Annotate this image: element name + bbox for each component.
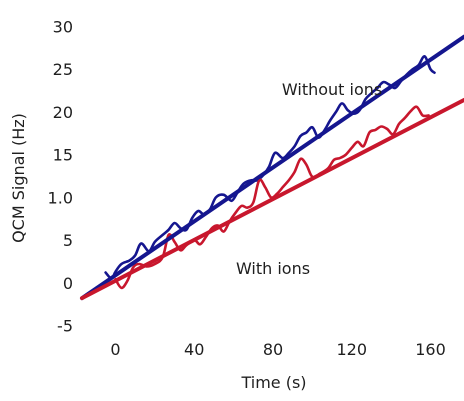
annotation-label: Without ions <box>282 80 382 99</box>
y-tick-label: 25 <box>53 60 73 79</box>
y-axis-title: QCM Signal (Hz) <box>9 113 28 243</box>
annotation-label: With ions <box>236 259 310 278</box>
y-tick-label: -5 <box>57 316 73 335</box>
x-axis-title: Time (s) <box>240 373 306 392</box>
x-tick-label: 160 <box>415 340 446 359</box>
y-tick-label: 1.0 <box>48 188 73 207</box>
x-tick-label: 80 <box>263 340 283 359</box>
x-tick-label: 40 <box>184 340 204 359</box>
y-tick-label: 0 <box>63 274 73 293</box>
plot-area <box>80 34 464 301</box>
annotations: Without ions With ions <box>236 80 382 278</box>
y-tick-label: 5 <box>63 231 73 250</box>
x-tick-label: 120 <box>336 340 367 359</box>
y-tick-label: 30 <box>53 18 73 37</box>
series-fit-line <box>80 97 464 301</box>
tick-labels: -5 0 5 1.0 15 20 25 30 0 40 80 120 160 <box>48 18 446 359</box>
series-fit-line <box>80 34 464 301</box>
y-tick-label: 15 <box>53 146 73 165</box>
series-measured-line <box>104 55 436 280</box>
x-tick-label: 0 <box>110 340 120 359</box>
y-tick-label: 20 <box>53 103 73 122</box>
